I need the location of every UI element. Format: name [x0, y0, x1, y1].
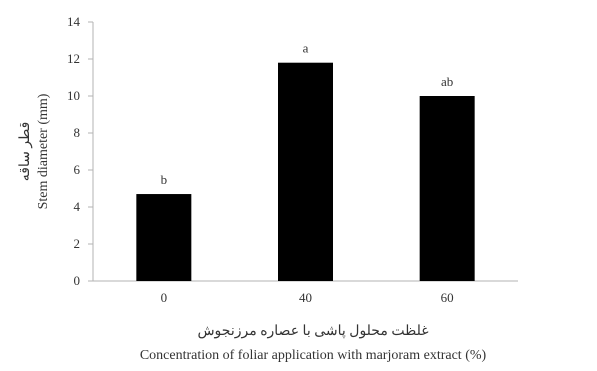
y-tick-label: 14	[67, 14, 81, 29]
y-tick-label: 10	[67, 88, 80, 103]
significance-letter: b	[161, 172, 168, 187]
x-tick-label: 60	[441, 290, 454, 305]
bar	[136, 194, 192, 281]
bar	[278, 62, 333, 282]
y-axis-ticks: 0 2 4 6 8 10 12 14	[67, 14, 93, 288]
y-tick-label: 2	[74, 236, 81, 251]
y-axis-label-english: Stem diameter (mm)	[36, 93, 51, 209]
y-tick-label: 12	[67, 51, 80, 66]
x-tick-label: 0	[161, 290, 168, 305]
significance-letter: ab	[441, 74, 453, 89]
significance-letter: a	[303, 41, 309, 56]
x-axis-label-english: Concentration of foliar application with…	[140, 348, 487, 363]
y-tick-label: 8	[74, 125, 81, 140]
bar	[419, 96, 475, 281]
y-tick-label: 0	[74, 273, 81, 288]
y-tick-label: 6	[74, 162, 81, 177]
significance-letters: b a ab	[161, 41, 454, 187]
x-tick-label: 40	[299, 290, 312, 305]
x-axis-ticks: 0 40 60	[161, 290, 454, 305]
y-axis-label-persian: قطر ساقه	[18, 122, 33, 182]
y-tick-label: 4	[74, 199, 81, 214]
bars	[136, 62, 475, 282]
x-axis-label-persian: غلظت محلول پاشی با عصاره مرزنجوش	[197, 324, 428, 339]
